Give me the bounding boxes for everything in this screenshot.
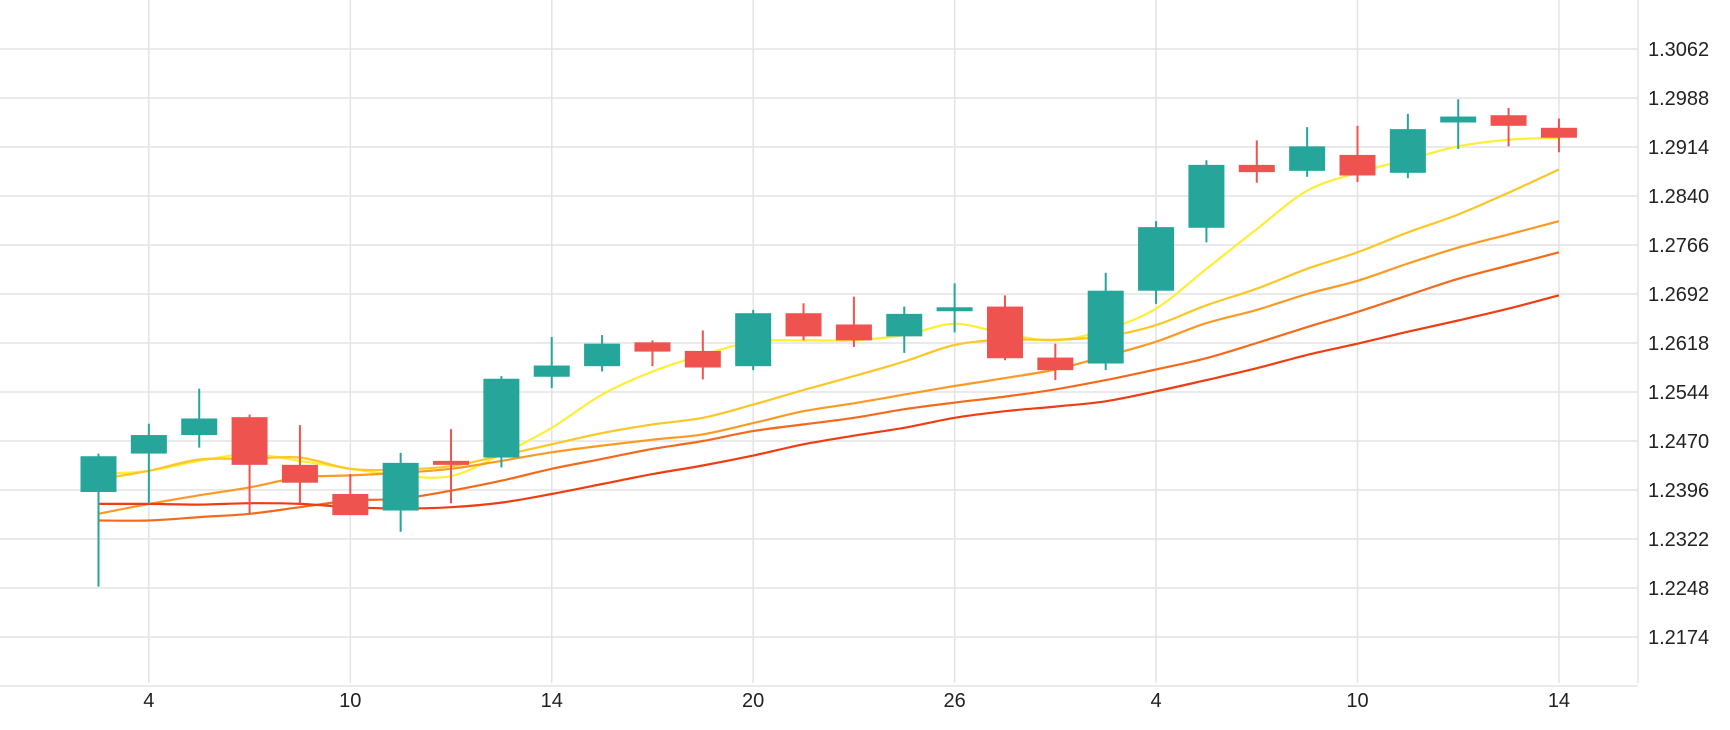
- y-tick-label: 1.2544: [1648, 382, 1709, 404]
- y-tick-label: 1.2988: [1648, 88, 1709, 110]
- grid-layer: [0, 0, 1639, 687]
- candle-body: [1087, 290, 1124, 364]
- candle-body: [1238, 164, 1275, 173]
- x-axis-ticks: 4 10 14 20 26 4 10 14: [143, 690, 1570, 712]
- candle-body: [281, 464, 318, 483]
- candle: [835, 296, 872, 347]
- candle-body: [1188, 164, 1225, 228]
- candle-body: [332, 493, 369, 516]
- y-tick-label: 1.3062: [1648, 39, 1709, 61]
- x-tick-label: 4: [143, 690, 154, 712]
- candle-body: [1540, 127, 1577, 138]
- candle: [1490, 107, 1527, 147]
- y-tick-label: 1.2322: [1648, 529, 1709, 551]
- candle: [281, 425, 318, 504]
- candle-body: [1440, 116, 1477, 123]
- candle-body: [1339, 154, 1376, 176]
- candle: [483, 376, 520, 468]
- candle-body: [986, 306, 1023, 359]
- candle: [986, 295, 1023, 361]
- candle: [684, 330, 721, 380]
- y-tick-label: 1.2470: [1648, 431, 1709, 453]
- x-tick-label: 20: [742, 690, 764, 712]
- candle: [936, 283, 973, 333]
- candle-body: [1490, 115, 1527, 126]
- x-tick-label: 14: [541, 690, 563, 712]
- candle: [1339, 125, 1376, 183]
- candle: [433, 429, 470, 504]
- candle-body: [835, 324, 872, 341]
- y-tick-label: 1.2174: [1648, 627, 1709, 649]
- moving-average-layer: [98, 136, 1560, 522]
- candle: [181, 388, 218, 448]
- x-tick-label: 10: [1346, 690, 1368, 712]
- candle-body: [1138, 227, 1175, 291]
- x-tick-label: 10: [339, 690, 361, 712]
- candle-body: [1389, 129, 1426, 173]
- candle-body: [634, 342, 671, 352]
- candle-body: [231, 417, 268, 465]
- candle-body: [433, 460, 470, 465]
- candle-body: [181, 418, 218, 436]
- y-tick-label: 1.2766: [1648, 235, 1709, 257]
- y-tick-label: 1.2618: [1648, 333, 1709, 355]
- candle: [1289, 127, 1326, 177]
- candle: [1540, 118, 1577, 153]
- candle: [634, 340, 671, 367]
- moving-average-line-1: [98, 136, 1559, 479]
- candle: [332, 474, 369, 516]
- candle-body: [1037, 357, 1074, 371]
- x-tick-label: 14: [1548, 690, 1570, 712]
- candle: [382, 452, 419, 532]
- candle: [533, 337, 570, 389]
- candle-body: [785, 313, 822, 337]
- y-tick-label: 1.2692: [1648, 284, 1709, 306]
- candle-body: [533, 365, 570, 377]
- candle: [1138, 221, 1175, 304]
- candle: [231, 414, 268, 514]
- candle-body: [80, 456, 117, 492]
- y-tick-label: 1.2248: [1648, 578, 1709, 600]
- candle: [886, 306, 923, 353]
- candle-body: [886, 313, 923, 337]
- candle-body: [735, 313, 772, 367]
- candle: [80, 453, 117, 587]
- y-tick-label: 1.2914: [1648, 137, 1709, 159]
- moving-average-line-3: [98, 220, 1560, 515]
- y-tick-label: 1.2840: [1648, 186, 1709, 208]
- candle: [1188, 160, 1225, 243]
- candle-body: [584, 343, 621, 367]
- candle: [130, 423, 167, 504]
- x-tick-label: 4: [1150, 690, 1161, 712]
- x-tick-label: 26: [943, 690, 965, 712]
- y-axis-ticks: 1.3062 1.2988 1.2914 1.2840 1.2766 1.2692 1.26…: [1648, 39, 1709, 649]
- candle: [1440, 99, 1477, 149]
- y-tick-label: 1.2396: [1648, 480, 1709, 502]
- candle: [1087, 272, 1124, 371]
- candle: [584, 335, 621, 372]
- candle: [1238, 140, 1275, 183]
- candle-body: [382, 462, 419, 511]
- candle-body: [1289, 146, 1326, 171]
- candle-body: [483, 378, 520, 458]
- candle-body: [130, 435, 167, 454]
- candles-layer: [80, 99, 1577, 587]
- candle: [1389, 113, 1426, 179]
- candle: [785, 303, 822, 341]
- candle: [1037, 343, 1074, 381]
- candle-body: [684, 350, 721, 368]
- moving-average-line-2: [98, 168, 1560, 481]
- candle-body: [936, 307, 973, 312]
- candle: [735, 309, 772, 371]
